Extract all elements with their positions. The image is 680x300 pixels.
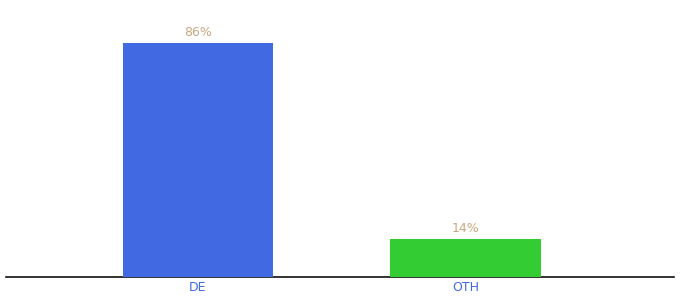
Bar xyxy=(122,44,273,277)
Bar xyxy=(390,238,541,277)
Text: 86%: 86% xyxy=(184,26,211,39)
Text: 14%: 14% xyxy=(452,222,479,235)
